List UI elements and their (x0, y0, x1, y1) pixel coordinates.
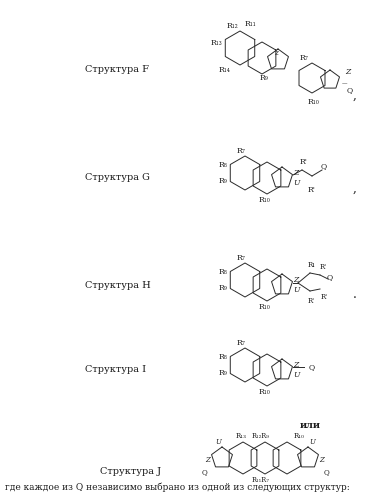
Text: R': R' (321, 293, 328, 301)
Text: R': R' (300, 158, 308, 166)
Text: R₁₀: R₁₀ (259, 196, 271, 204)
Text: R₁₀: R₁₀ (259, 388, 271, 396)
Text: где каждое из Q независимо выбрано из одной из следующих структур:: где каждое из Q независимо выбрано из од… (5, 482, 350, 492)
Text: U: U (293, 179, 299, 187)
Text: Q: Q (321, 162, 327, 170)
Text: U: U (309, 438, 315, 446)
Text: Z: Z (206, 456, 210, 464)
Text: —: — (341, 82, 347, 86)
Text: R₇: R₇ (237, 147, 245, 155)
Text: Q: Q (347, 86, 353, 94)
Text: Структура G: Структура G (85, 174, 150, 182)
Text: Z: Z (319, 456, 324, 464)
Text: U: U (215, 438, 221, 446)
Text: .: . (353, 288, 357, 302)
Text: Структура H: Структура H (85, 280, 151, 289)
Text: R₁₀: R₁₀ (293, 432, 305, 440)
Text: U: U (293, 371, 299, 379)
Text: R₁₂: R₁₂ (226, 22, 238, 30)
Text: ,: , (353, 182, 357, 194)
Text: z: z (274, 49, 278, 57)
Text: Q: Q (323, 468, 329, 476)
Text: Q: Q (309, 363, 315, 371)
Text: Структура J: Структура J (100, 468, 161, 476)
Text: Структура F: Структура F (85, 66, 149, 74)
Text: Z: Z (293, 276, 299, 284)
Text: R': R' (308, 297, 315, 305)
Text: Rı: Rı (307, 261, 315, 269)
Text: R': R' (319, 263, 326, 271)
Text: или: или (299, 420, 321, 430)
Text: U: U (293, 286, 299, 294)
Text: Z: Z (293, 169, 299, 177)
Text: Структура I: Структура I (85, 366, 146, 374)
Text: R₈: R₈ (219, 268, 227, 276)
Text: R₁₃: R₁₃ (210, 39, 222, 47)
Text: R₉: R₉ (260, 74, 269, 82)
Text: R': R' (308, 186, 316, 194)
Text: Z: Z (345, 68, 351, 76)
Text: Q: Q (327, 273, 333, 281)
Text: R₁₂R₉: R₁₂R₉ (252, 432, 270, 440)
Text: R₈: R₈ (219, 353, 227, 361)
Text: R₉: R₉ (219, 369, 227, 377)
Text: R₈: R₈ (219, 161, 227, 169)
Text: R₁₃: R₁₃ (236, 432, 246, 440)
Text: R₉: R₉ (219, 177, 227, 185)
Text: R₇: R₇ (300, 54, 308, 62)
Text: R₁₁: R₁₁ (244, 20, 256, 28)
Text: R₉: R₉ (219, 284, 227, 292)
Text: Q: Q (201, 468, 207, 476)
Text: R₁₄: R₁₄ (219, 66, 231, 74)
Text: R₇: R₇ (237, 254, 245, 262)
Text: R₇: R₇ (237, 339, 245, 347)
Text: ,: , (353, 88, 357, 102)
Text: R₁₀: R₁₀ (308, 98, 320, 106)
Text: Z: Z (293, 361, 299, 369)
Text: R₁₀: R₁₀ (259, 303, 271, 311)
Text: R₁₁R₇: R₁₁R₇ (252, 476, 270, 484)
